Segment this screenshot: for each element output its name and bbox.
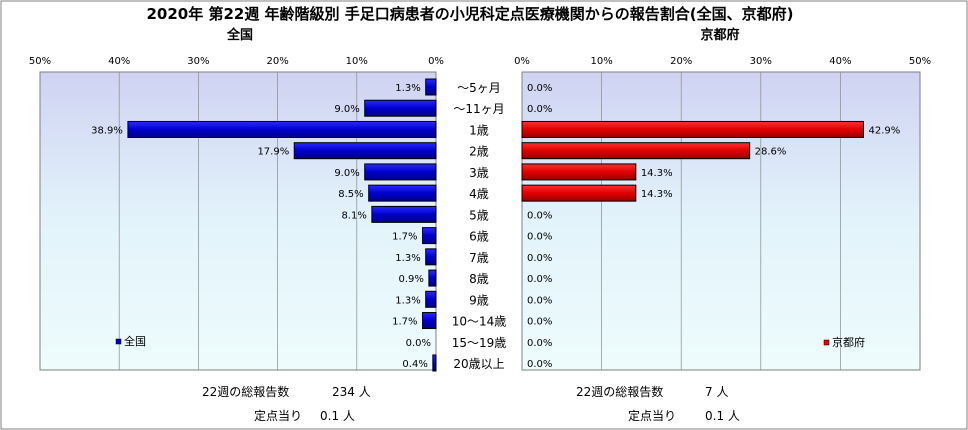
category-label-12: 15～19歳 [452, 336, 507, 350]
category-label-8: 7歳 [469, 251, 489, 265]
bar-zenkoku-9 [428, 269, 437, 287]
data-label-zenkoku-12: 0.0% [406, 338, 431, 349]
legend-swatch-zenkoku [115, 338, 122, 345]
category-label-7: 6歳 [469, 230, 489, 244]
tick-label-kyoto-0: 0% [514, 56, 530, 67]
tick-label-zenkoku-2: 20% [266, 56, 288, 67]
bar-zenkoku-5 [368, 184, 437, 202]
bar-zenkoku-6 [371, 205, 437, 223]
right-per-site-label: 定点当り [628, 408, 676, 423]
data-label-zenkoku-6: 8.1% [341, 210, 366, 221]
data-label-kyoto-13: 0.0% [527, 359, 552, 370]
data-label-zenkoku-11: 1.7% [392, 317, 417, 328]
tick-label-kyoto-1: 10% [590, 56, 612, 67]
category-label-3: 2歳 [469, 145, 489, 159]
category-label-11: 10～14歳 [452, 315, 507, 329]
data-label-zenkoku-7: 1.7% [392, 232, 417, 243]
bar-zenkoku-8 [425, 248, 437, 266]
data-label-kyoto-10: 0.0% [527, 295, 552, 306]
category-label-9: 8歳 [469, 272, 489, 286]
bar-zenkoku-3 [293, 142, 437, 160]
legend-label-zenkoku: 全国 [124, 334, 146, 348]
bar-zenkoku-1 [364, 99, 437, 117]
bar-zenkoku-13 [432, 354, 437, 372]
category-label-4: 3歳 [469, 166, 489, 180]
bar-zenkoku-0 [425, 78, 437, 96]
category-label-10: 9歳 [469, 293, 489, 307]
data-label-kyoto-4: 14.3% [641, 168, 673, 179]
legend-swatch-kyoto [823, 339, 830, 346]
category-label-5: 4歳 [469, 187, 489, 201]
right-total-value: 7 人 [705, 385, 728, 399]
data-label-kyoto-1: 0.0% [527, 104, 552, 115]
tick-label-zenkoku-3: 30% [187, 56, 209, 67]
tick-label-kyoto-2: 20% [670, 56, 692, 67]
data-label-kyoto-3: 28.6% [755, 147, 787, 158]
data-label-kyoto-6: 0.0% [527, 210, 552, 221]
bar-kyoto-2 [521, 120, 864, 138]
bar-zenkoku-11 [422, 312, 437, 330]
tick-label-zenkoku-0: 0% [428, 56, 444, 67]
tick-label-kyoto-4: 40% [829, 56, 851, 67]
category-label-2: 1歳 [469, 123, 489, 137]
data-label-kyoto-9: 0.0% [527, 274, 552, 285]
left-per-site-value: 0.1 人 [320, 409, 355, 423]
right-panel-title: 京都府 [700, 27, 739, 43]
data-label-kyoto-0: 0.0% [527, 83, 552, 94]
bar-zenkoku-4 [364, 163, 437, 181]
bar-zenkoku-7 [422, 227, 437, 245]
data-label-kyoto-12: 0.0% [527, 338, 552, 349]
data-label-zenkoku-13: 0.4% [402, 359, 427, 370]
data-label-zenkoku-8: 1.3% [395, 253, 420, 264]
category-labels: ～5ヶ月 ～11ヶ月 1歳 2歳 3歳 4歳 5歳 6歳 7歳 8歳 9歳 10～14歳 15～19歳 2… [452, 81, 507, 371]
data-label-kyoto-2: 42.9% [868, 125, 900, 136]
right-total-label: 22週の総報告数 [576, 384, 663, 399]
left-panel-title: 全国 [226, 27, 253, 43]
bar-zenkoku-10 [425, 290, 437, 308]
data-label-zenkoku-4: 9.0% [334, 168, 359, 179]
data-label-kyoto-7: 0.0% [527, 232, 552, 243]
left-total-value: 234 人 [332, 385, 371, 399]
data-label-kyoto-5: 14.3% [641, 189, 673, 200]
data-label-zenkoku-0: 1.3% [395, 83, 420, 94]
chart-title: 2020年 第22週 年齢階級別 手足口病患者の小児科定点医療機関からの報告割合… [146, 5, 793, 23]
data-label-zenkoku-3: 17.9% [257, 147, 289, 158]
tick-label-zenkoku-1: 10% [346, 56, 368, 67]
data-labels: 1.3% 9.0% 38.9% 17.9% 9.0% 8.5% 8.1% 1.7% 1.3% 0.… [91, 83, 900, 370]
category-label-6: 5歳 [469, 208, 489, 222]
right-per-site-value: 0.1 人 [705, 409, 740, 423]
tick-label-kyoto-3: 30% [750, 56, 772, 67]
category-label-0: ～5ヶ月 [457, 81, 501, 95]
right-plot-area [521, 71, 921, 371]
axis-ticks: 0% 10% 20% 30% 40% 50% 0% 10% 20% 30% 40% 50% [29, 56, 931, 67]
tick-label-zenkoku-4: 40% [108, 56, 130, 67]
bar-kyoto-3 [521, 142, 751, 160]
data-label-zenkoku-5: 8.5% [338, 189, 363, 200]
tick-label-kyoto-5: 50% [909, 56, 931, 67]
data-label-zenkoku-1: 9.0% [334, 104, 359, 115]
data-label-zenkoku-2: 38.9% [91, 125, 123, 136]
bar-kyoto-4 [521, 163, 637, 181]
left-per-site-label: 定点当り [254, 408, 302, 423]
legend-label-kyoto: 京都府 [832, 335, 865, 349]
bar-kyoto-5 [521, 184, 637, 202]
bars [127, 78, 864, 372]
category-label-13: 20歳以上 [453, 357, 504, 371]
tick-label-zenkoku-5: 50% [29, 56, 51, 67]
left-total-label: 22週の総報告数 [202, 384, 289, 399]
data-label-kyoto-8: 0.0% [527, 253, 552, 264]
data-label-zenkoku-9: 0.9% [398, 274, 423, 285]
category-label-1: ～11ヶ月 [453, 102, 504, 116]
data-label-zenkoku-10: 1.3% [395, 295, 420, 306]
bar-zenkoku-2 [127, 120, 437, 138]
data-label-kyoto-11: 0.0% [527, 317, 552, 328]
